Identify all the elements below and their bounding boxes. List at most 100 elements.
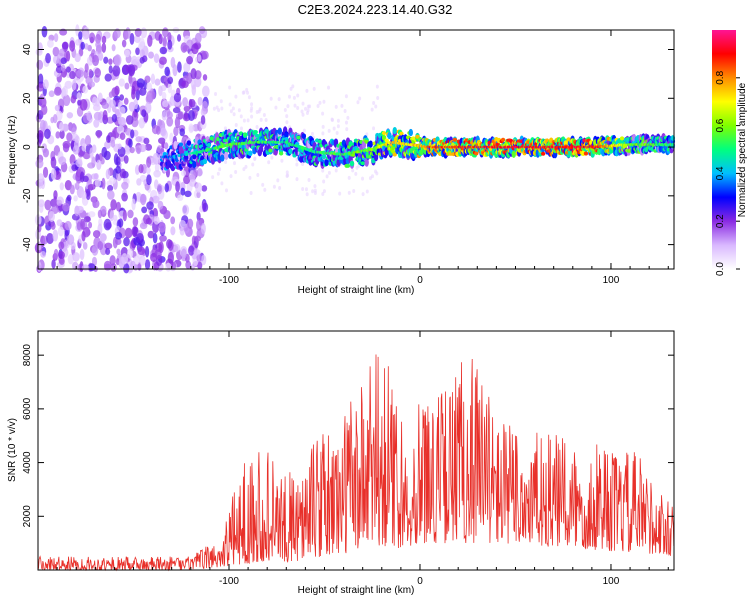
- spectrogram-cell: [123, 97, 129, 105]
- spectrogram-cell: [242, 167, 246, 172]
- spectrogram-cell: [345, 127, 349, 132]
- spectrogram-cell: [42, 166, 49, 178]
- spectrogram-cell: [264, 118, 268, 123]
- spectrogram-cell: [285, 170, 289, 175]
- spectrogram-cell: [126, 248, 134, 259]
- spectrogram-cell: [60, 64, 66, 72]
- spectrogram-cell: [172, 64, 178, 77]
- spectrogram-cell: [42, 148, 49, 158]
- spectrogram-cell: [112, 236, 118, 249]
- spectrogram-cell: [66, 112, 74, 119]
- spectrogram-cell: [139, 222, 148, 230]
- spectrogram-cell: [302, 128, 306, 133]
- spectrogram-cell: [376, 96, 380, 101]
- spectrogram-cell: [62, 85, 68, 97]
- spectrogram-cell: [229, 174, 233, 179]
- snr-frame: [37, 330, 675, 571]
- spectrogram-cell: [123, 155, 129, 164]
- spectrogram-cell: [110, 199, 117, 211]
- spectrogram-cell: [140, 193, 147, 206]
- spectrogram-cell: [117, 143, 122, 150]
- spectrogram-cell: [112, 214, 118, 221]
- spectrogram-cell: [196, 191, 201, 199]
- spectrogram-cell: [340, 103, 344, 108]
- colorbar-ticks: 0.0 0.2 0.4 0.6 0.8: [715, 70, 740, 276]
- spectrogram-cell: [188, 245, 195, 256]
- spectrogram-cell: [248, 150, 253, 157]
- spectrogram-cell: [193, 169, 199, 177]
- spectrogram-cell: [58, 48, 65, 57]
- spectrogram-y-ticks: -40 -20 0 20 40: [22, 44, 674, 252]
- spectrogram-cell: [35, 48, 43, 56]
- spectrogram-cell: [92, 54, 100, 67]
- spectrogram-cell: [76, 69, 84, 78]
- spectrogram-x-axis-label: Height of straight line (km): [298, 285, 415, 296]
- spectrogram-cell: [104, 73, 112, 82]
- spectrogram-cell: [162, 100, 169, 108]
- spectrogram-cell: [181, 80, 189, 89]
- spectrogram-cell: [157, 222, 166, 233]
- spectrogram-cell: [57, 251, 65, 260]
- spectrogram-cell: [162, 152, 168, 157]
- colorbar-tick-label: 0.8: [715, 70, 726, 84]
- spectrogram-cell: [132, 217, 139, 227]
- spectrogram-cell: [191, 84, 197, 96]
- spectrogram-cell: [167, 39, 173, 50]
- spectrogram-cell: [304, 106, 308, 111]
- spectrogram-cell: [146, 174, 152, 186]
- spectrogram-cell: [196, 168, 203, 177]
- spectrogram-cell: [384, 138, 389, 143]
- spectrogram-cell: [91, 144, 97, 154]
- x-tick-label: 100: [603, 275, 620, 286]
- spectrogram-cell: [141, 55, 148, 63]
- spectrogram-cell: [44, 128, 51, 139]
- spectrogram-cell: [97, 209, 103, 219]
- spectrogram-cell: [53, 190, 58, 200]
- spectrogram-cell: [399, 131, 404, 136]
- spectrogram-cell: [186, 55, 194, 65]
- spectrogram-cell: [381, 131, 387, 136]
- spectrogram-cell: [201, 100, 208, 112]
- spectrogram-cell: [232, 112, 236, 117]
- spectrogram-cell: [161, 110, 168, 121]
- spectrogram-cell: [157, 183, 163, 195]
- spectrogram-cell: [163, 142, 169, 150]
- spectrogram-cell: [174, 116, 181, 129]
- spectrogram-cell: [131, 85, 136, 95]
- spectrogram-cell: [88, 68, 93, 79]
- spectrogram-cell: [97, 92, 103, 103]
- spectrogram-cell: [161, 91, 167, 100]
- spectrogram-cell: [291, 84, 295, 89]
- spectrogram-cell: [146, 201, 154, 210]
- spectrogram-cell: [372, 126, 376, 131]
- spectrogram-cell: [375, 84, 379, 89]
- spectrogram-cell: [277, 127, 282, 135]
- spectrogram-cell: [280, 158, 284, 163]
- spectrogram-cell: [85, 188, 91, 201]
- spectrogram-cell: [125, 115, 134, 125]
- spectrogram-cell: [305, 192, 309, 197]
- spectrogram-cell: [153, 169, 161, 178]
- spectrogram-cell: [188, 98, 196, 108]
- spectrogram-cell: [368, 176, 372, 181]
- spectrogram-cell: [115, 108, 120, 117]
- spectrogram-cell: [131, 198, 136, 211]
- spectrogram-cell: [59, 121, 64, 132]
- spectrogram-cell: [261, 182, 265, 187]
- spectrogram-cell: [80, 41, 85, 50]
- spectrogram-cell: [218, 167, 222, 172]
- spectrogram-cell: [119, 106, 126, 115]
- spectrogram-cell: [42, 79, 49, 90]
- spectrogram-cell: [253, 130, 258, 135]
- spectrogram-cell: [334, 104, 338, 109]
- spectrogram-cell: [159, 235, 167, 242]
- spectrogram-cell: [310, 131, 314, 136]
- spectrogram-cell: [250, 102, 254, 107]
- spectrogram-cell: [234, 123, 238, 128]
- spectrogram-cell: [193, 235, 201, 242]
- spectrogram-cell: [109, 210, 114, 222]
- spectrogram-cell: [196, 211, 201, 222]
- spectrogram-cell: [214, 91, 218, 96]
